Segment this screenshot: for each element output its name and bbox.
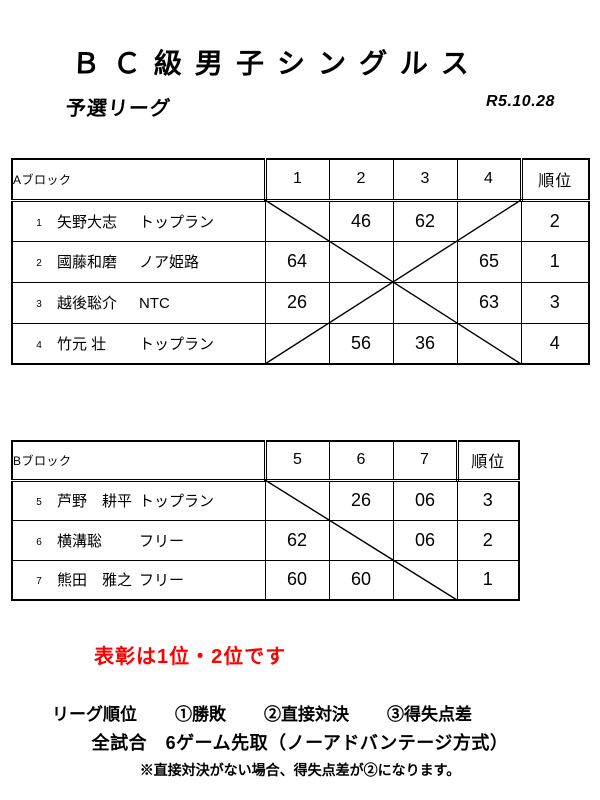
score-cell: 64	[264, 240, 330, 283]
col-header-3: 3	[392, 158, 458, 202]
player-row: 7 熊田 雅之 フリー 60 60 1	[11, 559, 520, 601]
page-title: ＢＣ級男子シングルス	[71, 48, 483, 79]
score-cell	[456, 199, 522, 242]
player-club: トップラン	[139, 213, 215, 231]
rank-cell: 3	[520, 281, 590, 324]
player-club: フリー	[139, 572, 185, 590]
player-name: 越後聡介	[57, 295, 118, 312]
player-club: フリー	[139, 532, 185, 550]
player-row: 3 越後聡介 NTC 26 63 3	[11, 281, 590, 324]
block-b-header-row: Bブロック 5 6 7 順位	[11, 440, 520, 482]
player-number: 4	[36, 339, 42, 351]
score-cell: 56	[328, 322, 394, 365]
player-number: 7	[36, 576, 42, 588]
col-header-5: 5	[264, 440, 330, 482]
rule-game-diff: ③得失点差	[387, 705, 472, 724]
block-a-label: Aブロック	[11, 158, 267, 202]
player-row: 1 矢野大志 トップラン 46 62 2	[11, 199, 590, 242]
score-cell: 65	[456, 240, 522, 283]
col-header-1: 1	[264, 158, 330, 202]
col-header-4: 4	[456, 158, 523, 202]
ranking-rules-label: リーグ順位	[52, 705, 137, 724]
score-cell	[328, 519, 394, 561]
player-name: 横溝聡	[57, 532, 103, 550]
player-cell: 7 熊田 雅之 フリー	[11, 559, 266, 601]
date-label: R5.10.28	[486, 93, 555, 110]
col-header-7: 7	[392, 440, 459, 482]
score-cell	[392, 281, 458, 324]
player-row: 2 國藤和磨 ノア姫路 64 65 1	[11, 240, 590, 283]
score-cell: 63	[456, 281, 522, 324]
tiebreak-note-line: ※直接対決がない場合、得失点差が②になります。	[139, 762, 461, 778]
player-number: 1	[36, 217, 42, 229]
block-a-header-row: Aブロック 1 2 3 4 順位	[11, 158, 590, 202]
rank-cell: 2	[520, 199, 590, 242]
score-cell	[264, 479, 330, 521]
score-cell	[328, 281, 394, 324]
score-cell: 36	[392, 322, 458, 365]
rank-header: 順位	[520, 158, 590, 202]
match-format-line: 全試合 6ゲーム先取（ノーアドバンテージ方式）	[91, 733, 509, 753]
score-cell	[456, 322, 522, 365]
ranking-rules-line: リーグ順位 ①勝敗 ②直接対決 ③得失点差	[52, 700, 600, 725]
score-cell: 60	[264, 559, 330, 601]
player-name: 竹元 壮	[57, 335, 107, 353]
score-cell	[264, 199, 330, 242]
player-row: 4 竹元 壮 トップラン 56 36 4	[11, 322, 590, 365]
score-cell: 60	[328, 559, 394, 601]
player-cell: 1 矢野大志 トップラン	[11, 199, 266, 242]
rules-footer: リーグ順位 ①勝敗 ②直接対決 ③得失点差 全試合 6ゲーム先取（ノーアドバンテージ方…	[0, 700, 600, 780]
player-cell: 2 國藤和磨 ノア姫路	[11, 240, 266, 283]
score-cell	[392, 559, 458, 601]
league-subtitle: 予選リーグ	[64, 98, 172, 120]
player-number: 5	[36, 497, 42, 508]
score-cell	[264, 322, 330, 365]
block-b-table: Bブロック 5 6 7 順位 5 芦野 耕平 トップラン 26 06 3 6 横溝聡フ…	[11, 440, 520, 601]
rank-cell: 4	[520, 322, 590, 365]
player-row: 6 横溝聡 フリー 62 06 2	[11, 519, 520, 561]
block-b-label: Bブロック	[11, 440, 267, 482]
col-header-6: 6	[328, 440, 394, 482]
player-club: ノア姫路	[139, 254, 200, 271]
player-club: NTC	[139, 295, 170, 312]
score-cell: 62	[392, 199, 458, 242]
rank-cell: 2	[456, 519, 520, 561]
player-cell: 4 竹元 壮 トップラン	[11, 322, 266, 365]
score-cell: 06	[392, 479, 458, 521]
player-name: 矢野大志	[57, 213, 118, 231]
score-cell: 26	[264, 281, 330, 324]
player-cell: 6 横溝聡 フリー	[11, 519, 266, 561]
player-row: 5 芦野 耕平 トップラン 26 06 3	[11, 479, 520, 521]
player-cell: 5 芦野 耕平 トップラン	[11, 479, 266, 521]
score-cell	[392, 240, 458, 283]
rank-cell: 1	[456, 559, 520, 601]
rule-head-to-head: ②直接対決	[264, 705, 349, 724]
rank-header: 順位	[456, 440, 520, 482]
player-number: 6	[36, 536, 42, 548]
score-cell: 62	[264, 519, 330, 561]
player-club: トップラン	[139, 493, 215, 510]
player-name: 芦野 耕平	[57, 493, 133, 510]
player-name: 國藤和磨	[57, 254, 118, 271]
score-cell: 26	[328, 479, 394, 521]
player-number: 3	[36, 299, 42, 310]
score-cell: 06	[392, 519, 458, 561]
player-name: 熊田 雅之	[57, 572, 133, 590]
player-number: 2	[36, 258, 42, 269]
col-header-2: 2	[328, 158, 394, 202]
award-notice: 表彰は1位・2位です	[94, 646, 287, 668]
rule-win-loss: ①勝敗	[175, 705, 226, 724]
block-a-table: Aブロック 1 2 3 4 順位 1 矢野大志 トップラン 46 62 2 2 國藤和…	[11, 158, 590, 365]
rank-cell: 1	[520, 240, 590, 283]
score-cell	[328, 240, 394, 283]
player-club: トップラン	[139, 335, 215, 353]
score-cell: 46	[328, 199, 394, 242]
player-cell: 3 越後聡介 NTC	[11, 281, 266, 324]
rank-cell: 3	[456, 479, 520, 521]
